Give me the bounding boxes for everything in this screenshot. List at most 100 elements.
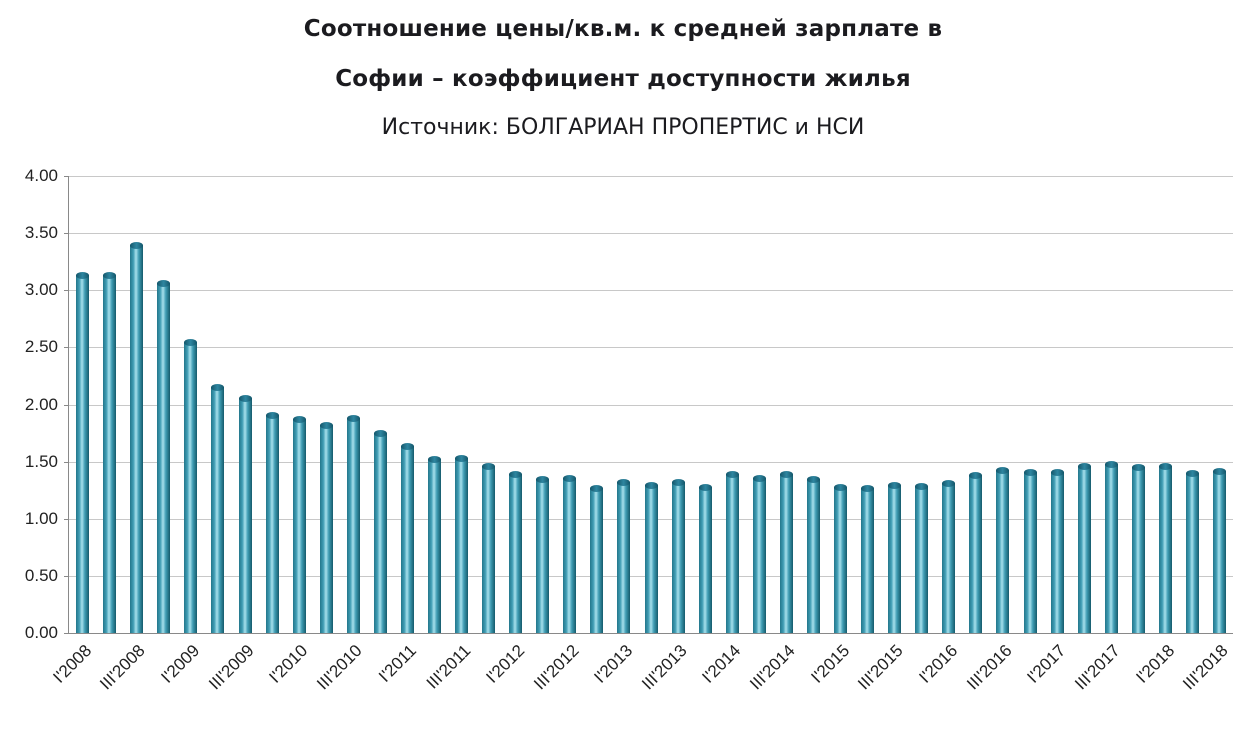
bar [834, 483, 847, 633]
bar-top-cap [617, 479, 631, 487]
bar-top-cap [1077, 463, 1091, 471]
bar-top-cap [590, 484, 604, 492]
x-axis-tick-label: III'2018 [1179, 641, 1232, 694]
bar [509, 471, 523, 633]
x-axis-tick-label: I'2015 [807, 641, 853, 687]
chart-title-block: Соотношение цены/кв.м. к средней зарплат… [0, 0, 1246, 140]
x-axis-tick-label: I'2018 [1131, 641, 1178, 687]
bar-top-cap [1213, 467, 1226, 475]
y-tick-mark [64, 176, 69, 177]
chart-title-line-1: Соотношение цены/кв.м. к средней зарплат… [303, 16, 943, 42]
bar [103, 272, 117, 633]
bar [373, 430, 387, 633]
x-axis-tick-label: III'2013 [638, 641, 691, 694]
bar [1050, 468, 1064, 633]
bar-top-cap [969, 472, 983, 480]
bar [752, 474, 766, 633]
bar-top-cap [455, 455, 468, 463]
bar [1185, 470, 1199, 633]
bar [536, 475, 550, 633]
bar-top-cap [238, 394, 252, 402]
bar [1077, 463, 1091, 633]
x-axis-tick-label: III'2014 [746, 641, 799, 694]
gridline [69, 347, 1233, 348]
x-axis-tick-label: I'2010 [265, 641, 312, 687]
bar-top-cap [1158, 463, 1172, 471]
x-axis-tick-label: I'2008 [49, 641, 95, 687]
bar [779, 471, 793, 633]
x-axis-tick-label: III'2011 [422, 641, 474, 693]
bar-top-cap [509, 471, 523, 479]
y-axis-tick-label: 0.50 [24, 566, 58, 585]
bar [1158, 463, 1172, 633]
x-axis-tick-label: III'2010 [313, 641, 366, 694]
bar [671, 479, 685, 633]
x-axis-labels: I'2008 III'2008 I'2009 III'2009 I'2010 III'20… [49, 634, 1232, 740]
x-axis-tick-label: III'2008 [96, 641, 150, 694]
bar [942, 480, 956, 633]
y-axis-tick-label: 0.00 [24, 623, 58, 642]
bar [563, 474, 577, 633]
x-axis-tick-label: I'2012 [482, 641, 529, 687]
gridline [69, 405, 1233, 406]
bar [969, 472, 983, 633]
y-axis-tick-label: 3.00 [24, 280, 58, 299]
x-axis-tick-label: III'2016 [962, 641, 1016, 694]
y-tick-mark [64, 519, 69, 520]
bar-top-cap [942, 480, 956, 488]
bar [400, 442, 414, 633]
y-axis-tick-label: 3.50 [24, 223, 58, 242]
bar [76, 272, 89, 633]
bar-top-cap [1185, 470, 1199, 478]
bar-top-cap [76, 272, 89, 280]
y-tick-mark [64, 405, 69, 406]
bar [1131, 464, 1145, 633]
bar-top-cap [211, 384, 225, 392]
y-tick-mark [64, 290, 69, 291]
bar [238, 394, 252, 633]
y-axis-tick-label: 2.50 [24, 337, 58, 356]
bar [346, 415, 360, 633]
bar-top-cap [861, 484, 875, 492]
bar-top-cap [806, 475, 820, 483]
bar [130, 241, 144, 633]
x-axis-tick-label: I'2011 [374, 641, 420, 686]
bar [319, 422, 333, 633]
y-axis-tick-label: 4.00 [24, 166, 58, 185]
bar [915, 482, 929, 633]
bar-top-cap [1050, 468, 1064, 476]
bar-top-cap [292, 416, 306, 424]
x-axis-tick-label: I'2016 [915, 641, 962, 687]
bar-top-cap [752, 474, 766, 482]
bar-top-cap [888, 481, 902, 489]
bar [157, 280, 171, 633]
bar [482, 463, 496, 633]
bar-top-cap [671, 479, 685, 487]
bar-top-cap [265, 411, 279, 419]
y-tick-mark [64, 347, 69, 348]
bar-top-cap [184, 338, 198, 346]
bar-top-cap [1023, 468, 1037, 476]
bar [725, 471, 739, 633]
x-axis-tick-label: III'2012 [529, 641, 583, 694]
bar [292, 416, 306, 633]
bar-top-cap [563, 474, 577, 482]
chart-title-line-2: Софии – коэффициент доступности жилья [335, 66, 911, 92]
bar [1104, 460, 1118, 633]
bar-top-cap [319, 422, 333, 430]
bar [184, 338, 198, 633]
bar-top-cap [427, 456, 441, 464]
bar [996, 466, 1010, 633]
x-axis-tick-label: I'2017 [1023, 641, 1070, 687]
gridline [69, 290, 1233, 291]
y-axis-tick-label: 1.00 [24, 509, 58, 528]
y-axis-tick-label: 2.00 [24, 395, 58, 414]
chart-source-subtitle: Источник: БОЛГАРИАН ПРОПЕРТИС и НСИ [381, 115, 865, 140]
bar-top-cap [779, 471, 793, 479]
bar [211, 384, 225, 633]
x-axis-tick-label: I'2013 [590, 641, 637, 687]
bar [861, 484, 875, 633]
y-tick-mark [64, 462, 69, 463]
plot-area [64, 176, 1233, 634]
